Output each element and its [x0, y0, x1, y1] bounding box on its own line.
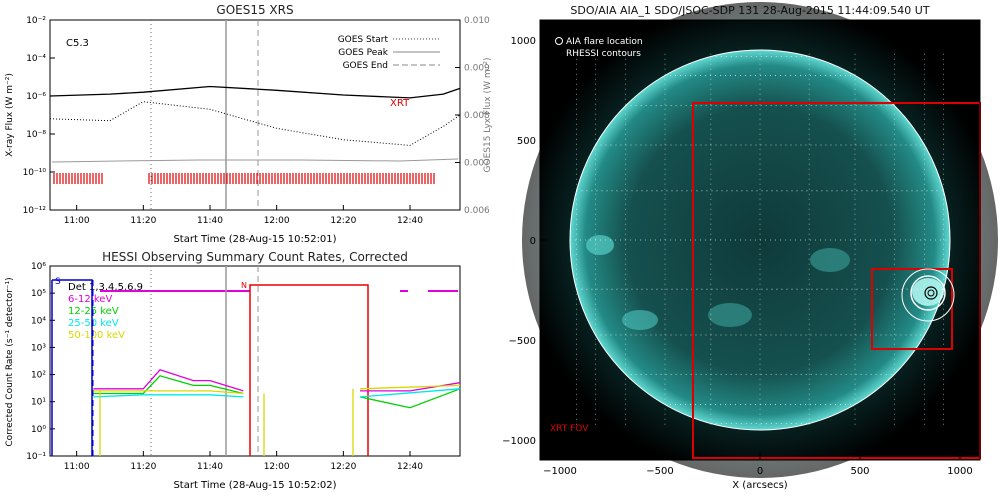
hessi-ytick-label: 10⁶ [31, 262, 46, 272]
goes-rtick-label: 0.008 [464, 111, 490, 121]
aia-xtick-label: 1000 [947, 466, 972, 477]
rhessi-contour-core [927, 289, 935, 297]
goes-xtick-label: 11:20 [130, 216, 156, 226]
legend-goes-end: GOES End [343, 61, 388, 71]
goes-coverage-bars [53, 173, 435, 184]
goes-short-channel [49, 101, 461, 146]
goes-flare-class: C5.3 [66, 38, 89, 49]
aia-panel: SDO/AIA AIA_1 SDO/JSOC-SDP 131 28-Aug-20… [500, 0, 1000, 500]
active-region-3 [708, 303, 752, 327]
hessi-frame [49, 265, 461, 457]
aia-ytick-label: 500 [517, 136, 536, 147]
hessi-panel: HESSI Observing Summary Count Rates, Cor… [0, 250, 500, 500]
aia-legend-circle: AIA flare location [566, 37, 643, 47]
aia-limb [569, 49, 951, 431]
goes-xrt-label: XRT [390, 98, 410, 109]
hessi-ytick-label: 10⁻¹ [26, 452, 46, 462]
goes-rtick-label: 0.007 [464, 159, 490, 169]
hessi-xtick-label: 12:40 [397, 462, 423, 472]
goes-ylabel: X-ray Flux (W m⁻²) [5, 73, 15, 157]
goes-xtick-label: 12:40 [397, 216, 423, 226]
rhessi-contour-outer [901, 268, 955, 322]
goes-rtick-label: 0.009 [464, 64, 490, 74]
aia-ytick-label: 0 [530, 236, 536, 247]
hessi-xtick-label: 12:20 [330, 462, 356, 472]
hessi-marker-s: S [55, 277, 61, 287]
hessi-series-line [93, 369, 244, 392]
goes-rtick-label: 0.010 [464, 16, 490, 26]
aia-ytick-label: 1000 [511, 36, 536, 47]
aia-lat-lon-grid [570, 53, 950, 427]
aia-ytick-label: −1000 [502, 436, 536, 447]
hessi-xtick-label: 12:00 [264, 462, 290, 472]
goes-ytick-label: 10⁻¹⁰ [23, 168, 47, 178]
goes-ytick-label: 10⁻⁶ [26, 92, 46, 102]
active-region-4 [810, 248, 850, 272]
goes-xlabel: Start Time (28-Aug-15 10:52:01) [173, 234, 336, 245]
hessi-legend-50-100: 50-100 keV [68, 330, 125, 341]
hessi-night-line [249, 284, 369, 456]
aia-xlabel: X (arcsecs) [732, 480, 788, 491]
aia-legend-circle-icon [555, 37, 563, 45]
hessi-ytick-label: 10¹ [31, 398, 46, 408]
active-region-1 [586, 235, 614, 255]
hessi-series-line [359, 388, 461, 398]
goes-xtick-label: 11:40 [197, 216, 223, 226]
active-region-2 [622, 310, 658, 330]
hessi-legend-6-12: 6-12 keV [68, 294, 112, 305]
hessi-xlabel: Start Time (28-Aug-15 10:52:02) [173, 480, 336, 491]
goes-rtick-label: 0.006 [464, 206, 490, 216]
hessi-series-line [93, 390, 244, 395]
goes-ytick-label: 10⁻⁸ [26, 130, 46, 140]
hessi-series-line [93, 375, 244, 395]
hessi-series-line [359, 384, 461, 390]
goes-ytick-label: 10⁻¹² [23, 206, 47, 216]
aia-xtick-label: 0 [757, 466, 763, 477]
goes-long-channel [49, 85, 461, 99]
hessi-xtick-label: 11:00 [64, 462, 90, 472]
hessi-xtick-label: 11:40 [197, 462, 223, 472]
goes-ylabel-right: GOES15 Lyx Flux (W m⁻²) [483, 58, 493, 173]
goes-title: GOES15 XRS [216, 3, 293, 17]
xrt-fov-label: XRT FOV [550, 424, 589, 434]
zoom-box [871, 268, 953, 350]
hessi-xtick-label: 11:20 [130, 462, 156, 472]
hessi-series-line [93, 394, 244, 398]
hessi-chart: HESSI Observing Summary Count Rates, Cor… [5, 250, 461, 491]
aia-ytick-label: −500 [509, 336, 536, 347]
goes-panel: GOES15 XRS X-ray Flux (W m⁻²) GOES15 Lyx… [0, 0, 500, 250]
hessi-title: HESSI Observing Summary Count Rates, Cor… [102, 250, 408, 264]
rhessi-contour-inner [924, 286, 938, 300]
legend-goes-peak: GOES Peak [338, 48, 388, 58]
goes-ytick-label: 10⁻⁴ [26, 54, 46, 64]
aia-flare-circle [910, 275, 946, 311]
hessi-marker-n: N [241, 281, 247, 290]
legend-goes-start: GOES Start [338, 35, 389, 45]
hessi-ytick-label: 10³ [31, 343, 46, 353]
goes-xtick-label: 11:00 [64, 216, 90, 226]
hessi-legend-det: Det 1,3,4,5,6,9 [68, 282, 143, 293]
goes-xtick-label: 12:00 [264, 216, 290, 226]
aia-image: SDO/AIA AIA_1 SDO/JSOC-SDP 131 28-Aug-20… [502, 2, 998, 491]
aia-legend-rhessi: RHESSI contours [566, 49, 641, 59]
goes-lyx-flux [51, 158, 459, 163]
hessi-ytick-label: 10² [31, 371, 46, 381]
goes-chart: GOES15 XRS X-ray Flux (W m⁻²) GOES15 Lyx… [5, 3, 493, 245]
hessi-ytick-label: 10⁰ [31, 425, 46, 435]
aia-xtick-label: −500 [646, 466, 673, 477]
hessi-ytick-label: 10⁵ [31, 289, 46, 299]
hessi-ylabel: Corrected Count Rate (s⁻¹ detector⁻¹) [5, 277, 15, 446]
aia-xtick-label: −1000 [543, 466, 577, 477]
hessi-saa-line [52, 279, 93, 456]
goes-ytick-label: 10⁻² [26, 16, 46, 26]
hessi-series-line [359, 388, 461, 409]
aia-xtick-label: 500 [850, 466, 869, 477]
hessi-ytick-label: 10⁴ [31, 316, 46, 326]
goes-xtick-label: 12:20 [330, 216, 356, 226]
goes-legend: GOES Start GOES Peak GOES End [338, 35, 440, 71]
hessi-series [93, 369, 461, 456]
